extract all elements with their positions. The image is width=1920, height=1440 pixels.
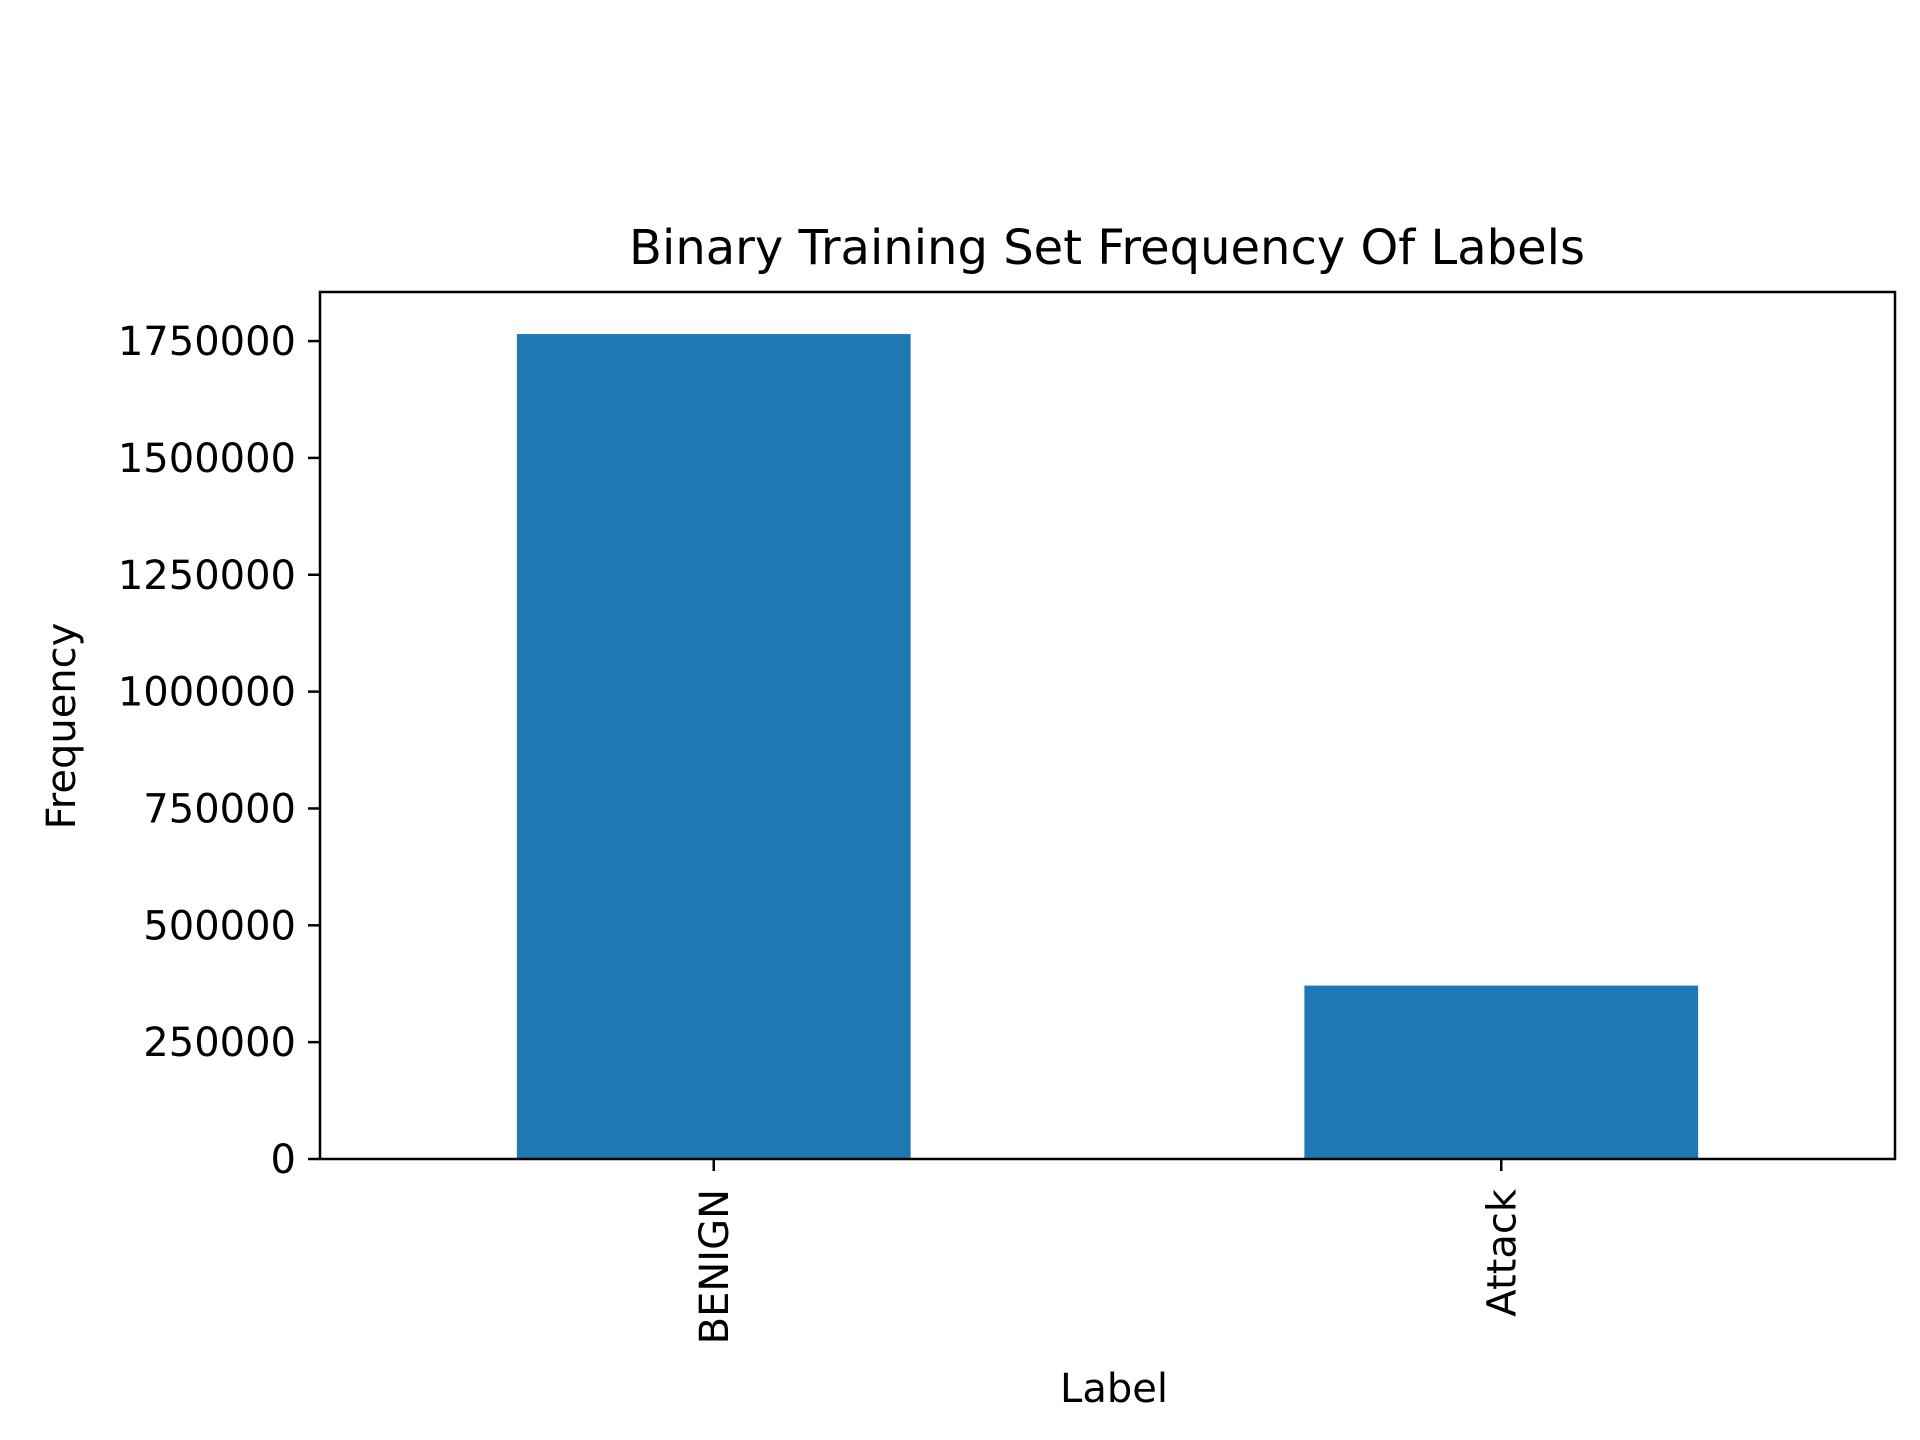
y-tick-label: 250000 [143,1020,296,1066]
x-axis-label: Label [1060,1366,1168,1412]
y-tick-label: 1250000 [118,553,296,599]
y-tick-label: 1000000 [118,670,296,716]
plot-frame [318,290,1897,1161]
y-tick-label: 0 [271,1137,296,1183]
bar-benign [516,334,911,1159]
x-tick-label: BENIGN [692,1189,738,1344]
y-axis: 0 250000 500000 750000 1000000 1250000 1500000… [118,319,320,1183]
chart-title: Binary Training Set Frequency Of Labels [629,220,1585,276]
y-tick-label: 1750000 [118,319,296,365]
bar-attack [1304,985,1699,1159]
y-tick-label: 1500000 [118,436,296,482]
y-axis-label: Frequency [39,623,85,830]
y-tick-label: 500000 [143,903,296,949]
x-axis: BENIGN Attack [692,1159,1525,1344]
x-tick-label: Attack [1479,1188,1525,1317]
y-tick-label: 750000 [143,786,296,832]
bars [516,334,1699,1159]
